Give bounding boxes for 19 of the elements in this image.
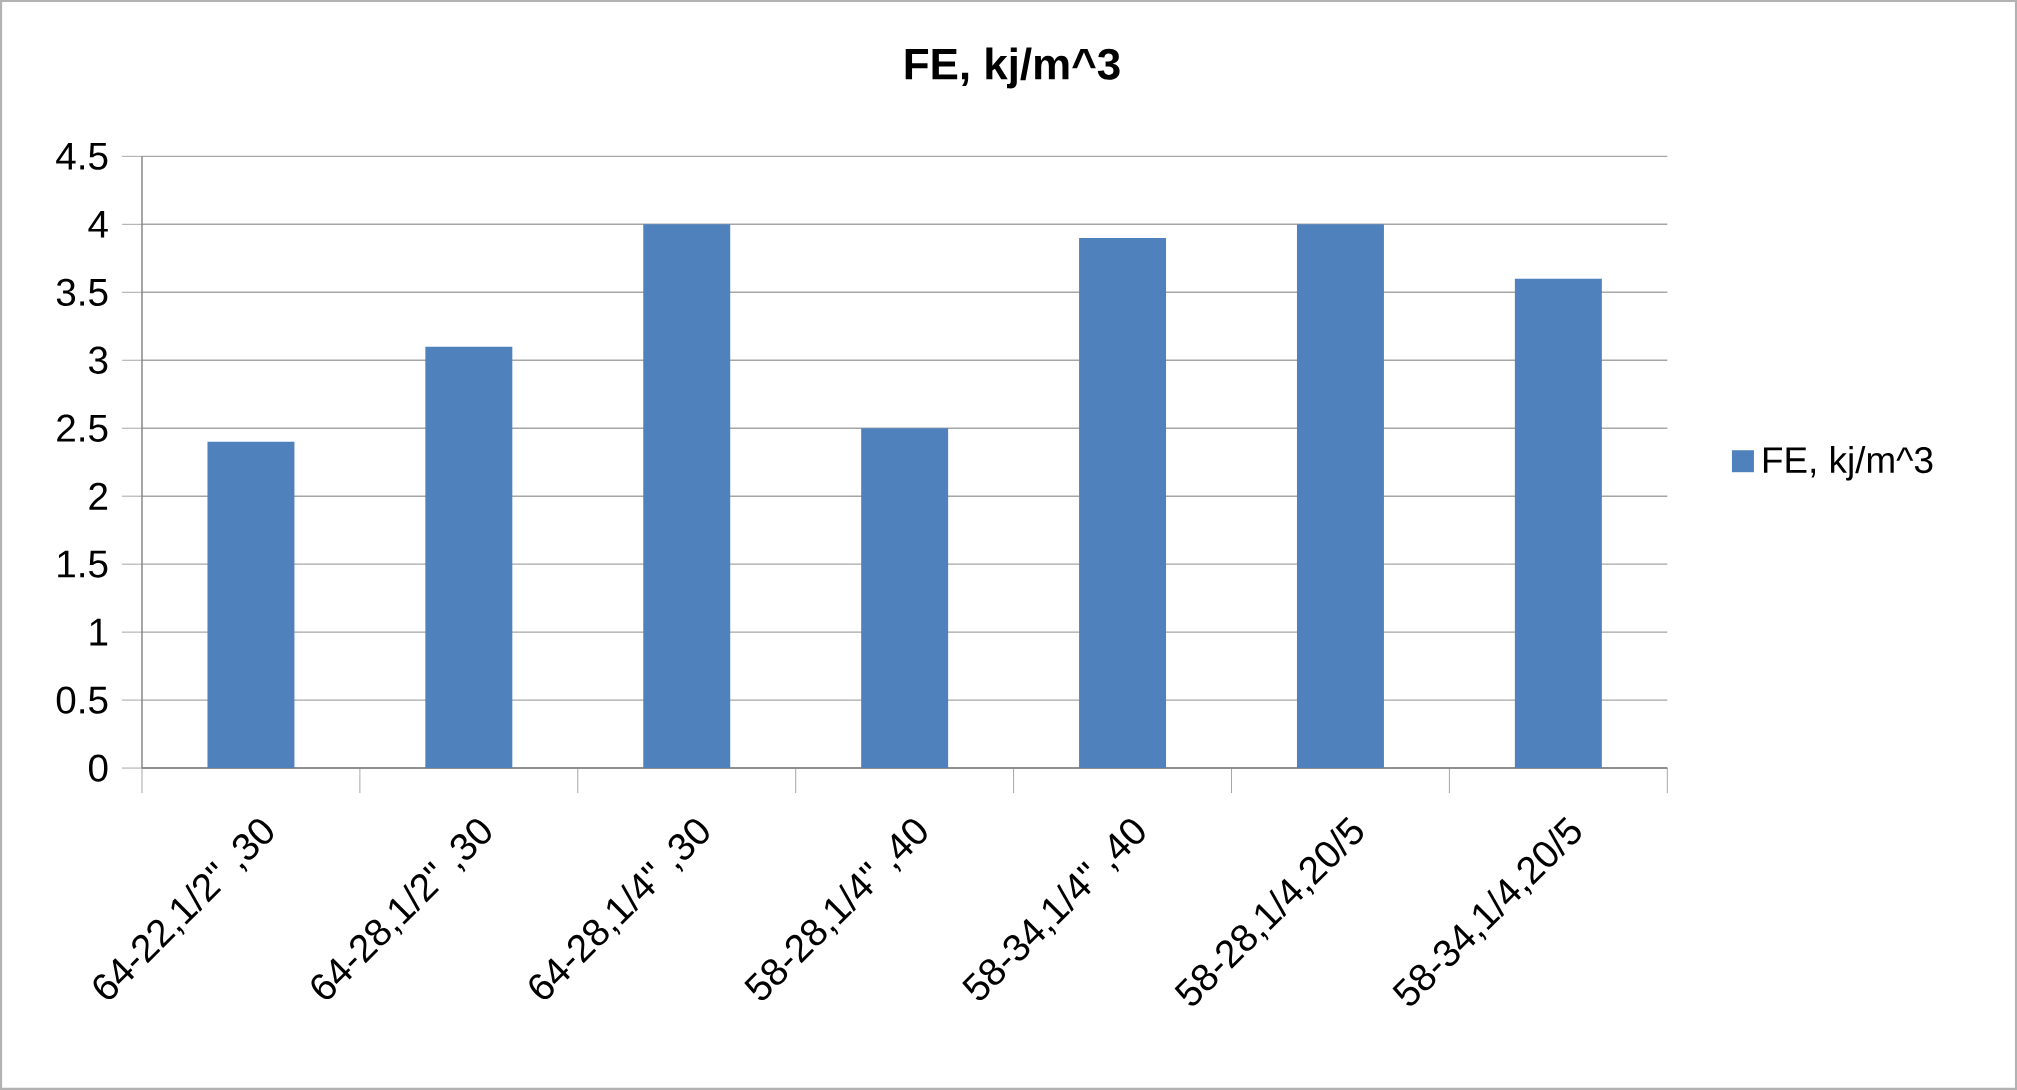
y-tick-label: 4: [88, 211, 108, 238]
bar: [1514, 278, 1602, 769]
y-tick-label: 1.5: [58, 550, 108, 578]
y-tick-label: 2: [89, 482, 108, 510]
bar: [643, 224, 731, 769]
y-tick-label: 1: [90, 618, 108, 646]
bar: [425, 346, 513, 769]
y-tick-label: 2.5: [57, 414, 108, 442]
bar: [1296, 224, 1384, 769]
y-tick-label: 0: [89, 754, 108, 782]
bar: [861, 428, 949, 769]
y-tick-label: 3.5: [56, 278, 108, 306]
y-tick-label: 4.5: [56, 142, 108, 170]
y-tick-label: 3: [89, 346, 108, 374]
chart-title: FE, kj/m^3: [905, 47, 1120, 89]
legend-label: FE, kj/m^3: [1763, 446, 1933, 481]
bar: [207, 441, 295, 769]
y-tick-label: 0.5: [56, 686, 108, 714]
bar: [1079, 237, 1167, 769]
